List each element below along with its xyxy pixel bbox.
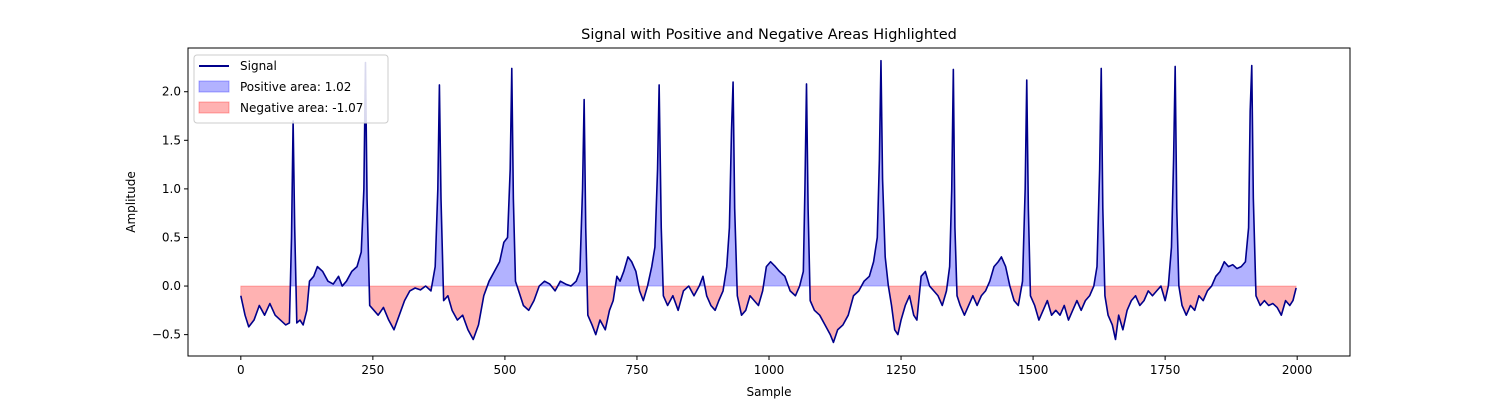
y-axis-label: Amplitude xyxy=(124,171,138,233)
x-tick-label: 1000 xyxy=(754,363,785,377)
x-tick-label: 2000 xyxy=(1282,363,1313,377)
legend-positive-label: Positive area: 1.02 xyxy=(240,80,351,94)
signal-line-group xyxy=(240,59,1297,344)
x-tick-label: 1250 xyxy=(886,363,917,377)
y-tick-label: 0.0 xyxy=(162,279,181,293)
x-axis-label: Sample xyxy=(747,385,792,399)
y-tick-label: 1.5 xyxy=(162,133,181,147)
chart-title: Signal with Positive and Negative Areas … xyxy=(581,27,957,43)
legend-negative-swatch xyxy=(198,101,230,114)
legend: Signal Positive area: 1.02 Negative area… xyxy=(193,54,389,124)
x-tick-label: 500 xyxy=(493,363,516,377)
legend-negative-label: Negative area: -1.07 xyxy=(240,101,363,115)
x-tick-label: 250 xyxy=(361,363,384,377)
legend-signal-label: Signal xyxy=(240,59,277,73)
x-tick-label: 1750 xyxy=(1150,363,1181,377)
x-tick-label: 1500 xyxy=(1018,363,1049,377)
x-tick-label: 750 xyxy=(626,363,649,377)
legend-frame xyxy=(193,54,389,124)
y-tick-label: 1.0 xyxy=(162,182,181,196)
y-tick-label: 2.0 xyxy=(162,85,181,99)
y-tick-label: 0.5 xyxy=(162,230,181,244)
legend-positive-swatch xyxy=(198,80,230,93)
x-axis-ticks: 0 250 500 750 1000 1250 1500 1750 2000 xyxy=(237,356,1312,377)
y-axis-ticks: −0.5 0.0 0.5 1.0 1.5 2.0 xyxy=(152,85,188,342)
y-tick-label: −0.5 xyxy=(152,328,181,342)
x-tick-label: 0 xyxy=(237,363,245,377)
signal-line xyxy=(240,59,1297,344)
